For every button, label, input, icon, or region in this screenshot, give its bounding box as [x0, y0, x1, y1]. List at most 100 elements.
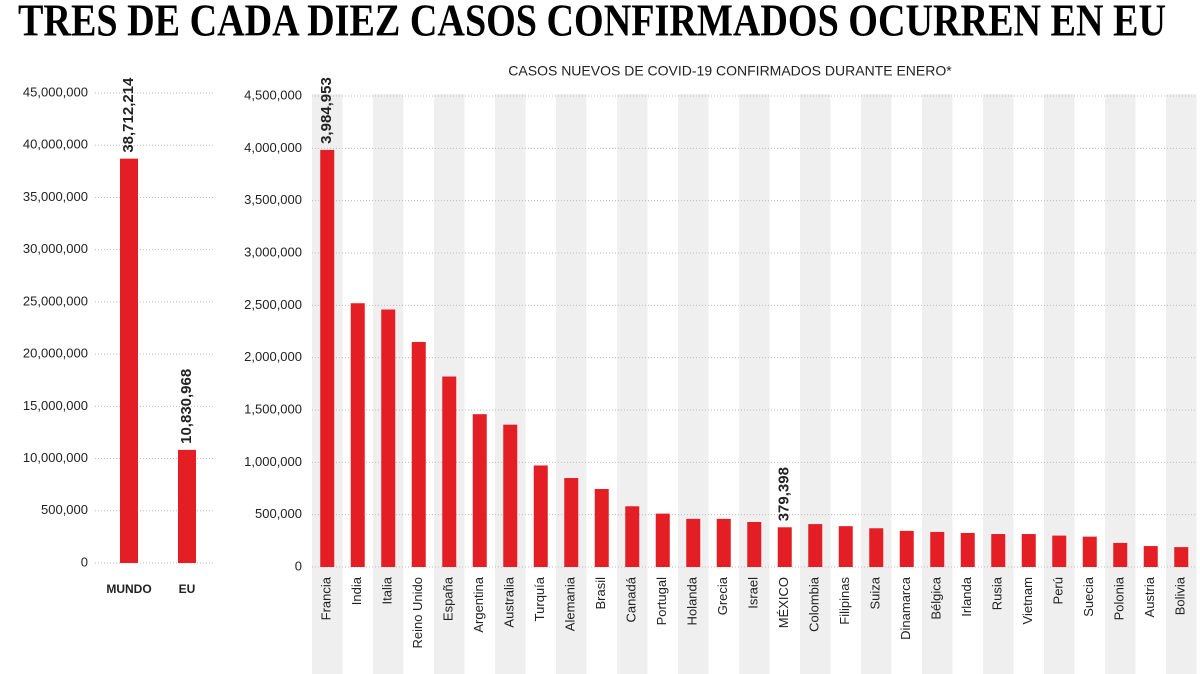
stripe [1166, 94, 1197, 674]
y-tick-label: 3,000,000 [244, 244, 302, 259]
x-tick-label: Israel [746, 577, 761, 609]
bar [1021, 534, 1036, 567]
y-tick-label: 2,000,000 [244, 349, 302, 364]
y-tick-label: 30,000,000 [23, 241, 88, 256]
x-tick-label: Argentina [471, 576, 486, 632]
x-tick-label: Brasil [593, 577, 608, 610]
stripe [495, 94, 526, 674]
x-tick-label: Portugal [654, 577, 669, 626]
x-tick-label: Suecia [1081, 576, 1096, 617]
bar [442, 376, 457, 567]
x-tick-label: Dinamarca [898, 576, 913, 640]
x-tick-label: Bolivia [1173, 576, 1188, 615]
stripe [617, 94, 648, 674]
bar [381, 309, 396, 567]
bar [655, 513, 670, 567]
x-tick-label: Grecia [715, 576, 730, 615]
value-label: 10,830,968 [178, 369, 195, 444]
bar [564, 478, 579, 567]
y-tick-label: 15,000,000 [23, 398, 88, 413]
bar [777, 527, 792, 567]
y-tick-label: 1,000,000 [244, 454, 302, 469]
stripe [556, 94, 587, 674]
stripe [800, 94, 831, 674]
y-tick-label: 0 [81, 554, 88, 569]
bar [960, 532, 975, 567]
bar [1174, 547, 1189, 567]
bar [1082, 536, 1097, 567]
x-tick-label: Francia [319, 576, 334, 620]
x-tick-label: Irlanda [959, 576, 974, 617]
chart-title: CASOS NUEVOS DE COVID-19 CONFIRMADOS DUR… [508, 63, 952, 79]
page-title: TRES DE CADA DIEZ CASOS CONFIRMADOS OCUR… [18, 0, 1166, 46]
bar [350, 303, 365, 567]
stripe [922, 94, 953, 674]
bar [120, 158, 138, 563]
x-tick-label: Canadá [624, 576, 639, 622]
bar [686, 518, 701, 567]
y-tick-label: 4,000,000 [244, 140, 302, 155]
bar [716, 518, 731, 567]
x-tick-label: Rusia [990, 576, 1005, 610]
value-label: 38,712,214 [120, 77, 137, 153]
bar [503, 424, 518, 567]
bar [869, 528, 884, 567]
x-tick-label: Vietnam [1020, 577, 1035, 624]
bar [991, 534, 1006, 567]
y-tick-label: 2,500,000 [244, 297, 302, 312]
bar [1143, 546, 1158, 567]
bar [808, 524, 823, 567]
stripe [983, 94, 1014, 674]
x-tick-label: Filipinas [837, 577, 852, 625]
y-tick-label: 500,000 [41, 502, 88, 517]
x-tick-label: Australia [502, 576, 517, 627]
x-tick-label: España [441, 576, 456, 621]
x-tick-label: EU [179, 582, 196, 596]
bar [747, 521, 762, 567]
x-tick-label: Turquía [532, 576, 547, 621]
bar [899, 530, 914, 567]
stripe [739, 94, 770, 674]
x-tick-label: Colombia [807, 576, 822, 632]
y-tick-label: 3,500,000 [244, 192, 302, 207]
bar [1113, 542, 1128, 567]
x-tick-label: Alemania [563, 576, 578, 631]
x-tick-label: Polonia [1112, 576, 1127, 620]
x-tick-label: MÉXICO [776, 577, 791, 628]
y-tick-label: 45,000,000 [23, 84, 88, 99]
bar [1052, 535, 1067, 567]
stripe [678, 94, 709, 674]
y-tick-label: 40,000,000 [23, 137, 88, 152]
x-tick-label: Perú [1051, 577, 1066, 604]
stripe [1105, 94, 1136, 674]
x-tick-label: Suiza [868, 576, 883, 609]
bar [533, 465, 548, 567]
value-label: 379,398 [776, 467, 793, 521]
x-tick-label: MUNDO [106, 582, 151, 596]
y-tick-label: 10,000,000 [23, 450, 88, 465]
stripe [1044, 94, 1075, 674]
bar [411, 341, 426, 567]
y-tick-label: 35,000,000 [23, 189, 88, 204]
x-tick-label: Italia [380, 576, 395, 604]
bar [838, 526, 853, 567]
bar [472, 414, 487, 567]
y-tick-label: 500,000 [255, 506, 302, 521]
y-tick-label: 1,500,000 [244, 401, 302, 416]
bar [178, 449, 196, 563]
x-tick-label: Holanda [685, 576, 700, 625]
x-tick-label: Austria [1142, 576, 1157, 617]
x-tick-label: India [349, 576, 364, 605]
bar [930, 531, 945, 567]
value-label: 3,984,953 [318, 77, 335, 144]
x-tick-label: Reino Unido [410, 577, 425, 649]
bar [594, 489, 609, 567]
y-tick-label: 4,500,000 [244, 87, 302, 102]
bar [625, 506, 640, 567]
y-tick-label: 25,000,000 [23, 293, 88, 308]
x-tick-label: Bélgica [929, 576, 944, 619]
stripe [861, 94, 892, 674]
y-tick-label: 20,000,000 [23, 346, 88, 361]
y-tick-label: 0 [295, 558, 302, 573]
